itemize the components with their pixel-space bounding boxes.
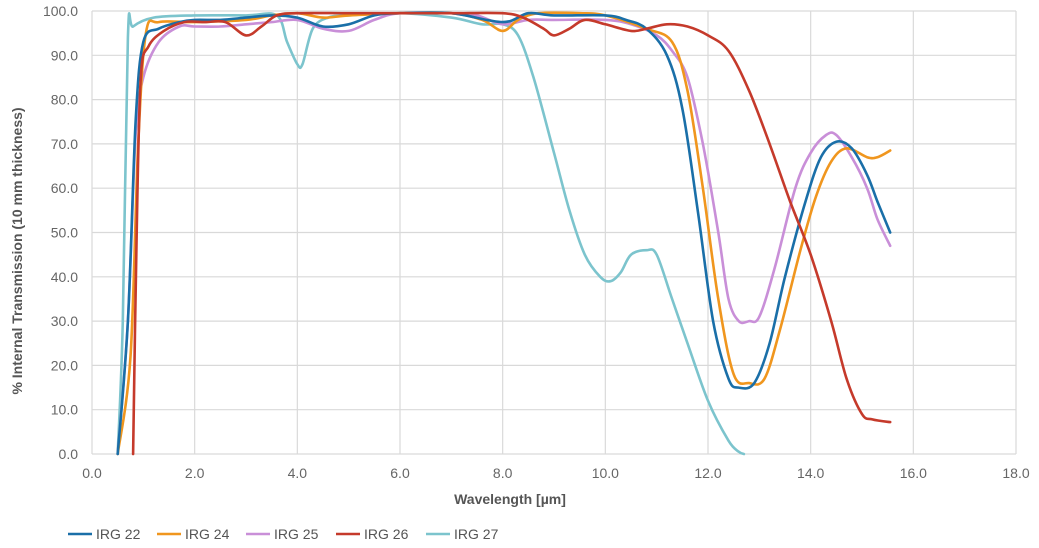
- legend: IRG 22 IRG 24 IRG 25 IRG 26 IRG 27: [68, 526, 499, 542]
- y-tick-label: 100.0: [43, 3, 78, 19]
- y-tick-label: 80.0: [51, 92, 78, 108]
- y-tick-label: 10.0: [51, 402, 78, 418]
- tick-labels: 0.0 2.0 4.0 6.0 8.0 10.0 12.0 14.0 16.0 18.0 0.0 10…: [43, 3, 1030, 481]
- y-tick-label: 50.0: [51, 225, 78, 241]
- x-tick-label: 2.0: [185, 465, 205, 481]
- x-axis-title: Wavelength [µm]: [454, 491, 566, 507]
- y-tick-label: 20.0: [51, 357, 78, 373]
- legend-label-irg-24: IRG 24: [185, 526, 230, 542]
- series-line-irg-24: [116, 11, 892, 456]
- legend-label-irg-22: IRG 22: [96, 526, 141, 542]
- y-tick-label: 90.0: [51, 47, 78, 63]
- legend-label-irg-25: IRG 25: [274, 526, 319, 542]
- x-tick-label: 6.0: [390, 465, 410, 481]
- x-tick-label: 18.0: [1002, 465, 1029, 481]
- legend-label-irg-27: IRG 27: [454, 526, 499, 542]
- x-tick-label: 8.0: [493, 465, 513, 481]
- series-line-irg-27: [116, 11, 746, 456]
- x-tick-label: 12.0: [694, 465, 721, 481]
- x-tick-label: 0.0: [82, 465, 102, 481]
- x-tick-label: 16.0: [900, 465, 927, 481]
- series-line-irg-25: [116, 11, 892, 456]
- y-tick-label: 0.0: [59, 446, 79, 462]
- x-tick-label: 14.0: [797, 465, 824, 481]
- series-line-irg-26: [131, 11, 892, 456]
- series-lines: [116, 11, 892, 456]
- y-tick-label: 40.0: [51, 269, 78, 285]
- y-tick-label: 30.0: [51, 313, 78, 329]
- y-tick-label: 70.0: [51, 136, 78, 152]
- series-line-irg-22: [116, 11, 892, 456]
- legend-label-irg-26: IRG 26: [364, 526, 409, 542]
- x-tick-label: 10.0: [592, 465, 619, 481]
- y-tick-label: 60.0: [51, 180, 78, 196]
- y-axis-title: % Internal Transmission (10 mm thickness…: [9, 107, 25, 394]
- x-tick-label: 4.0: [288, 465, 308, 481]
- grid: [91, 10, 1017, 455]
